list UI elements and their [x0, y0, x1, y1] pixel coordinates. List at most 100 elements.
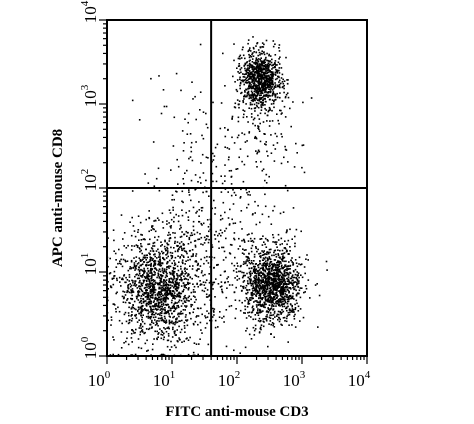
data-point — [173, 292, 176, 294]
data-point — [223, 315, 225, 318]
data-point — [157, 248, 159, 251]
data-point — [258, 81, 260, 83]
data-point — [258, 63, 261, 65]
data-point — [268, 292, 270, 294]
data-point — [233, 43, 235, 45]
data-point — [148, 279, 151, 281]
data-point — [175, 190, 177, 193]
data-point — [176, 158, 178, 161]
data-point — [158, 291, 160, 293]
data-point — [170, 227, 172, 229]
data-point — [244, 262, 246, 265]
data-point — [162, 271, 164, 273]
data-point — [259, 327, 262, 330]
data-point — [165, 249, 167, 252]
data-point — [256, 87, 258, 89]
data-point — [158, 298, 160, 301]
data-point — [143, 267, 145, 270]
data-point — [268, 98, 271, 101]
data-point — [244, 299, 246, 302]
data-point — [294, 313, 296, 316]
data-point — [138, 247, 141, 249]
data-point — [259, 290, 261, 292]
population-3 — [232, 36, 290, 120]
data-point — [271, 99, 274, 101]
data-point — [150, 294, 153, 297]
data-point — [140, 239, 143, 241]
data-point — [194, 260, 197, 263]
data-point — [250, 250, 253, 253]
y-tick-label: 100 — [79, 336, 100, 359]
data-point — [256, 89, 258, 91]
data-point — [126, 279, 129, 281]
data-point — [258, 83, 261, 85]
plot-frame — [106, 19, 368, 357]
data-point — [199, 338, 201, 340]
data-point — [187, 282, 189, 284]
data-point — [158, 219, 160, 221]
data-point — [143, 279, 146, 282]
data-point — [258, 274, 261, 276]
data-point — [174, 262, 176, 264]
data-point — [282, 310, 285, 313]
data-point — [140, 245, 142, 247]
data-point — [273, 254, 275, 257]
data-point — [254, 212, 256, 214]
data-point — [180, 328, 183, 331]
data-point — [151, 285, 154, 287]
data-point — [248, 257, 250, 260]
data-point — [192, 206, 195, 209]
data-point — [134, 266, 137, 269]
data-point — [174, 267, 176, 270]
data-point — [150, 267, 152, 270]
data-point — [195, 118, 197, 121]
data-point — [248, 271, 251, 274]
data-point — [215, 165, 218, 168]
data-point — [228, 305, 231, 308]
data-point — [181, 214, 184, 217]
data-point — [173, 315, 175, 318]
data-point — [267, 85, 270, 87]
data-point — [243, 73, 246, 76]
data-point — [164, 307, 166, 309]
data-point — [179, 275, 181, 277]
data-point — [141, 329, 144, 331]
data-point — [272, 269, 275, 272]
data-point — [249, 297, 251, 299]
data-point — [164, 293, 166, 295]
data-point — [113, 303, 115, 305]
data-point — [193, 233, 196, 236]
data-point — [165, 105, 168, 108]
data-point — [177, 301, 180, 303]
data-point — [260, 52, 262, 55]
data-point — [299, 263, 302, 266]
data-point — [185, 319, 187, 321]
data-point — [159, 260, 162, 262]
data-point — [238, 65, 241, 67]
data-point — [137, 290, 140, 292]
data-point — [278, 284, 280, 287]
data-point — [279, 310, 281, 313]
population-5 — [213, 52, 313, 215]
tick-exponent: 4 — [365, 369, 371, 381]
data-point — [168, 290, 171, 292]
data-point — [283, 277, 285, 279]
data-point — [257, 204, 259, 207]
data-point — [156, 313, 159, 316]
data-point — [264, 256, 267, 259]
data-point — [265, 67, 268, 70]
data-point — [287, 96, 290, 99]
data-point — [278, 44, 281, 46]
data-point — [254, 269, 257, 272]
data-point — [154, 271, 156, 274]
data-point — [229, 243, 232, 246]
data-point — [275, 264, 277, 266]
data-point — [250, 311, 253, 314]
data-point — [278, 69, 280, 72]
data-point — [257, 275, 260, 277]
data-point — [213, 311, 215, 313]
data-point — [119, 281, 121, 283]
data-point — [163, 279, 166, 282]
data-point — [166, 288, 169, 290]
data-point — [297, 285, 299, 288]
